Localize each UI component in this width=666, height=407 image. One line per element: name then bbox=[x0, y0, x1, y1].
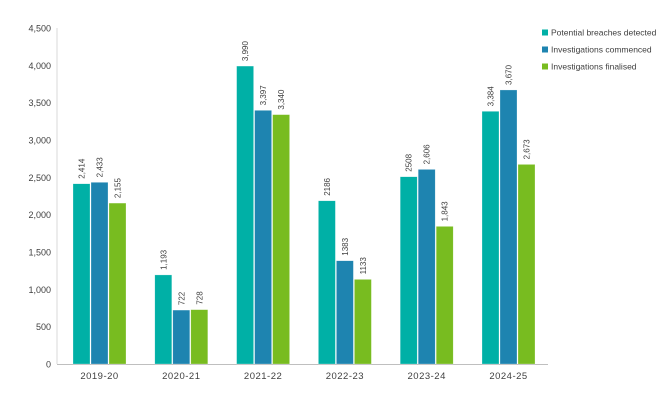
data-label: 2,433 bbox=[96, 157, 105, 178]
data-label: 2,606 bbox=[423, 144, 432, 165]
data-label: 3,990 bbox=[241, 41, 250, 62]
data-label: 3,397 bbox=[259, 85, 268, 106]
y-tick-label: 3,500 bbox=[28, 98, 51, 108]
bar bbox=[272, 114, 290, 365]
bar bbox=[517, 164, 536, 365]
legend-label: Potential breaches detected bbox=[551, 28, 657, 38]
y-tick-label: 500 bbox=[36, 322, 51, 332]
bar bbox=[190, 309, 209, 365]
bar bbox=[499, 89, 518, 365]
data-label: 2,414 bbox=[78, 158, 87, 179]
bar bbox=[336, 260, 354, 365]
y-tick-label: 2,500 bbox=[28, 173, 51, 183]
data-label: 2186 bbox=[323, 177, 332, 195]
legend-swatch bbox=[542, 29, 548, 36]
data-label: 3,384 bbox=[487, 86, 496, 107]
bar bbox=[236, 65, 254, 365]
data-label: 3,670 bbox=[505, 64, 514, 85]
data-label: 2,155 bbox=[114, 178, 123, 199]
y-tick-label: 3,000 bbox=[28, 136, 51, 146]
legend-swatch bbox=[542, 63, 548, 70]
x-tick-label: 2021-22 bbox=[244, 371, 282, 382]
bar bbox=[435, 226, 454, 365]
bar bbox=[72, 183, 91, 365]
bar bbox=[354, 279, 372, 365]
x-tick-label: 2024-25 bbox=[489, 371, 527, 382]
bar bbox=[481, 111, 500, 365]
y-tick-label: 0 bbox=[46, 360, 51, 370]
y-tick-label: 1,000 bbox=[28, 285, 51, 295]
bar bbox=[108, 202, 127, 365]
data-label: 1133 bbox=[359, 257, 368, 275]
legend-label: Investigations commenced bbox=[551, 45, 652, 55]
bar bbox=[318, 200, 336, 365]
bar bbox=[154, 274, 173, 365]
bar bbox=[90, 182, 109, 365]
data-label: 3,340 bbox=[277, 89, 286, 110]
x-tick-label: 2020-21 bbox=[162, 371, 200, 382]
data-label: 728 bbox=[195, 291, 204, 305]
data-label: 1,193 bbox=[159, 249, 168, 270]
bar bbox=[254, 110, 272, 365]
legend-swatch bbox=[542, 46, 548, 53]
y-tick-label: 4,000 bbox=[28, 61, 51, 71]
x-tick-label: 2019-20 bbox=[80, 371, 118, 382]
y-tick-label: 1,500 bbox=[28, 248, 51, 258]
y-tick-label: 4,500 bbox=[28, 24, 51, 34]
bar bbox=[172, 309, 191, 365]
data-label: 1383 bbox=[341, 237, 350, 255]
data-label: 722 bbox=[177, 291, 186, 305]
bar bbox=[417, 169, 436, 365]
legend-label: Investigations finalised bbox=[551, 62, 637, 72]
y-tick-label: 2,000 bbox=[28, 210, 51, 220]
x-tick-label: 2022-23 bbox=[326, 371, 364, 382]
x-tick-label: 2023-24 bbox=[408, 371, 446, 382]
bar bbox=[399, 176, 418, 365]
data-label: 1,843 bbox=[441, 201, 450, 222]
data-label: 2508 bbox=[405, 153, 414, 171]
data-label: 2,673 bbox=[523, 139, 532, 160]
